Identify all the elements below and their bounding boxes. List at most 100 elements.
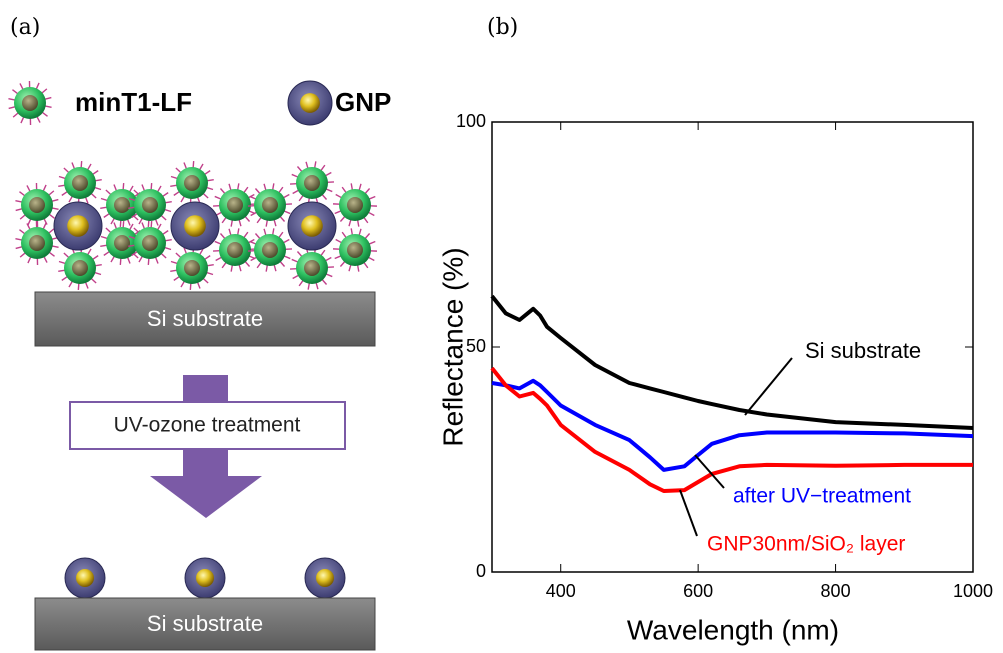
ligand [358,265,359,272]
series-label: after UV−treatment [733,485,911,508]
ligand [88,164,92,170]
ligand [123,183,124,190]
ligand [100,207,107,208]
ligand [162,231,168,235]
series-label: GNP30nm/SiO₂ layer [707,533,905,556]
ligand [62,276,68,280]
protein-core [142,197,158,213]
y-tick-label: 50 [466,336,486,356]
ligand [239,219,241,226]
protein-core [114,235,130,251]
ligand [283,239,289,242]
ligand [44,256,47,262]
ligand [45,98,52,100]
ligand [170,185,177,186]
protein-core [72,175,88,191]
ligand [245,216,250,221]
gnp-layer [65,558,345,598]
ligand [255,233,260,238]
ligand [203,193,208,198]
ligand [342,187,346,193]
y-tick-label: 100 [456,111,486,131]
ligand [279,232,283,238]
ligand [174,191,180,195]
ligand [284,256,290,259]
ligand [284,211,290,214]
ligand [193,161,194,168]
ligand [20,83,23,89]
protein-core [184,260,200,276]
ligand [369,196,375,199]
ligand [293,190,299,193]
ligand [273,183,274,190]
diagram: minT1-LF GNP Si substrate UV-ozone treat… [8,81,391,650]
ligand [148,258,149,265]
ligand [280,216,285,221]
ligand [151,183,152,190]
ligand [43,185,46,191]
ligand [215,196,221,199]
ligand [13,113,18,117]
ligand [293,275,299,278]
ligand [255,188,260,193]
protein-core [184,175,200,191]
series-label: Si substrate [805,338,921,363]
ligand [299,280,303,286]
ligand [58,185,65,186]
protein-core [29,235,45,251]
ligand [280,261,285,266]
arrow [150,449,262,518]
protein-core [227,197,243,213]
ligand [69,281,73,287]
ligand [21,117,24,123]
ligand [238,183,239,190]
ligand [85,282,88,289]
ligand [184,163,187,170]
protein-core [262,242,278,258]
legend-label: GNP [335,87,391,117]
x-tick-label: 1000 [953,581,993,601]
ligand [231,220,232,227]
figure: (a) (b) minT1-LF GNP Si substrate UV-ozo… [0,0,1003,653]
gnp-core [300,93,320,113]
gnp-core [301,215,323,237]
ligand [171,176,178,178]
substrate-label: Si substrate [147,306,263,331]
arrow [183,375,228,402]
x-tick-label: 600 [683,581,713,601]
ligand [59,176,66,178]
protein-core [347,197,363,213]
ligand [220,188,225,193]
ligand [19,192,25,196]
ligand [197,282,200,289]
ligand [335,256,341,259]
ligand [207,265,214,266]
ligand [257,262,261,268]
protein-core [227,242,243,258]
ligand [171,261,178,263]
ligand [114,223,117,230]
ligand [64,168,69,173]
ligand [142,223,145,230]
ligand [64,253,69,258]
ligand [106,228,111,233]
ligand [37,116,40,122]
gnp-core [184,215,206,237]
ligand [85,197,88,204]
ligand [42,112,48,116]
x-tick-label: 800 [821,581,851,601]
ligand [104,213,110,217]
protein-core [114,197,130,213]
y-axis-title: Reflectance (%) [437,247,468,446]
ligand [45,106,52,107]
ligand [111,256,115,262]
ligand [229,229,231,236]
ligand [308,283,309,290]
ligand [49,214,55,218]
ligand [297,166,302,171]
ligand [58,270,65,271]
protein-core [22,95,38,111]
ligand [206,272,213,274]
ligand [250,196,256,199]
gnp-core [67,215,89,237]
